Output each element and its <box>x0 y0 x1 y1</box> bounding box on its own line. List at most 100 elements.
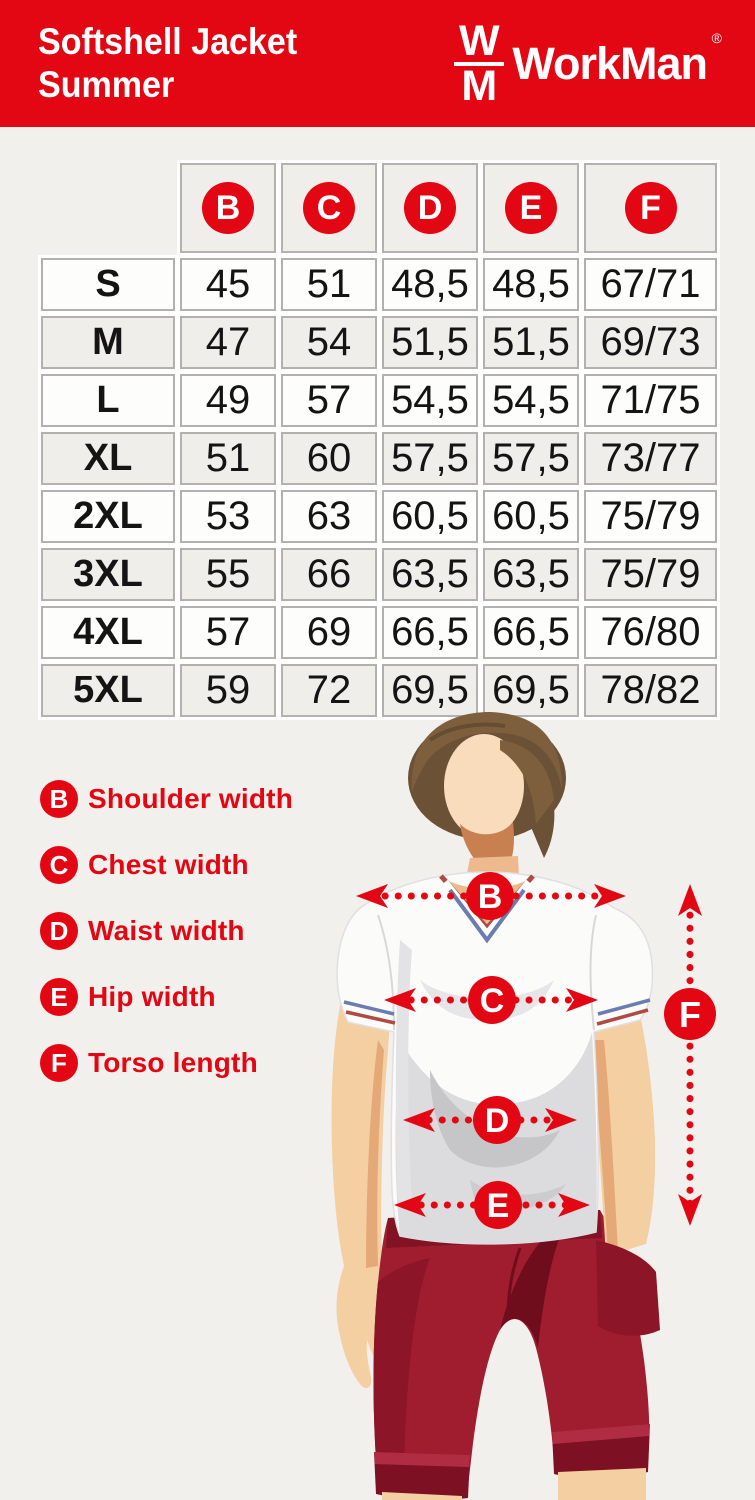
legend-badge-b: B <box>40 780 78 818</box>
neck-shadow <box>460 822 514 864</box>
legend-letter: F <box>51 1047 67 1078</box>
table-corner-blank <box>41 163 175 253</box>
size-label-m: M <box>41 316 175 369</box>
right-arm <box>584 958 656 1256</box>
marker-f-badge <box>664 988 716 1040</box>
cell-m-c: 54 <box>281 316 377 369</box>
marker-d-arrow-right <box>545 1108 577 1132</box>
cell-m-d: 51,5 <box>382 316 478 369</box>
pocket-flap <box>596 1240 660 1336</box>
column-letter: E <box>519 188 543 227</box>
column-header-c: C <box>281 163 377 253</box>
cell-s-e: 48,5 <box>483 258 579 311</box>
cell-4xl-c: 69 <box>281 606 377 659</box>
cell-2xl-f: 75/79 <box>584 490 717 543</box>
marker-b-arrow-right <box>594 884 626 908</box>
column-header-d: D <box>382 163 478 253</box>
face <box>444 734 524 838</box>
marker-e-letter: E <box>487 1187 510 1225</box>
cell-3xl-c: 66 <box>281 548 377 601</box>
monogram-divider-line <box>454 61 505 66</box>
marker-c-arrow-right <box>566 988 598 1012</box>
marker-f: F <box>664 884 716 1226</box>
brand-name-text: WorkMan <box>512 37 708 89</box>
hair-streak <box>428 722 506 742</box>
legend-badge-e: E <box>40 978 78 1016</box>
marker-f-arrow-down <box>678 1194 702 1226</box>
cell-m-e: 51,5 <box>483 316 579 369</box>
size-label-l: L <box>41 374 175 427</box>
marker-b-letter: B <box>478 878 503 916</box>
brand-name: WorkMan ® <box>512 30 722 90</box>
size-label-5xl: 5XL <box>41 664 175 717</box>
cell-2xl-c: 63 <box>281 490 377 543</box>
cell-2xl-e: 60,5 <box>483 490 579 543</box>
left-arm-shadow <box>366 1040 384 1268</box>
legend-item-torso: F Torso length <box>40 1044 293 1082</box>
marker-d-letter: D <box>485 1102 510 1140</box>
right-cuff-trim-red <box>596 1008 649 1026</box>
cell-3xl-d: 63,5 <box>382 548 478 601</box>
cell-xl-d: 57,5 <box>382 432 478 485</box>
shorts-fly-line <box>506 1247 522 1317</box>
marker-b: B <box>356 872 626 920</box>
size-table: B C D E F S 45 51 48,5 48,5 67/71 M 47 5… <box>41 163 717 717</box>
hair-fringe-right <box>500 740 554 824</box>
column-badge-b: B <box>202 182 254 234</box>
column-letter: D <box>417 188 443 227</box>
legend-item-shoulder: B Shoulder width <box>40 780 293 818</box>
product-title-line2: Summer <box>38 63 175 105</box>
cell-4xl-e: 66,5 <box>483 606 579 659</box>
marker-e-badge <box>474 1181 522 1229</box>
marker-c-arrow-left <box>384 988 416 1012</box>
right-cuff-highlight <box>552 1424 650 1444</box>
cell-xl-e: 57,5 <box>483 432 579 485</box>
marker-c-badge <box>468 976 516 1024</box>
legend-label: Waist width <box>88 915 245 946</box>
size-label-xl: XL <box>41 432 175 485</box>
right-sleeve-seam <box>589 914 597 1031</box>
cell-l-e: 54,5 <box>483 374 579 427</box>
cell-3xl-e: 63,5 <box>483 548 579 601</box>
legend-label: Hip width <box>88 981 216 1012</box>
cell-4xl-b: 57 <box>180 606 276 659</box>
marker-e: E <box>394 1181 590 1229</box>
man-right-arm <box>584 958 660 1336</box>
column-header-f: F <box>584 163 717 253</box>
left-cuff-trim-blue <box>343 1000 395 1016</box>
brand-logo: W M WorkMan ® <box>454 19 722 107</box>
cell-m-b: 47 <box>180 316 276 369</box>
right-arm-shadow <box>592 1040 618 1254</box>
marker-e-arrow-left <box>394 1193 426 1217</box>
cell-5xl-f: 78/82 <box>584 664 717 717</box>
legend-item-hip: E Hip width <box>40 978 293 1016</box>
column-badge-d: D <box>404 182 456 234</box>
right-cuff-trim-blue <box>597 998 651 1016</box>
size-label-2xl: 2XL <box>41 490 175 543</box>
cell-xl-b: 51 <box>180 432 276 485</box>
column-badge-c: C <box>303 182 355 234</box>
header-banner: Softshell Jacket Summer W M WorkMan ® <box>0 0 755 127</box>
cell-l-d: 54,5 <box>382 374 478 427</box>
cell-4xl-f: 76/80 <box>584 606 717 659</box>
marker-f-letter: F <box>679 994 701 1035</box>
cell-xl-f: 73/77 <box>584 432 717 485</box>
left-cuff-trim-red <box>345 1010 396 1025</box>
legend-letter: C <box>49 849 69 880</box>
cell-2xl-d: 60,5 <box>382 490 478 543</box>
column-badge-f: F <box>624 182 677 234</box>
cell-3xl-f: 75/79 <box>584 548 717 601</box>
legend-item-chest: C Chest width <box>40 846 293 884</box>
legend-label: Chest width <box>88 849 249 880</box>
cell-5xl-e: 69,5 <box>483 664 579 717</box>
shorts-crotch-shadow <box>500 1236 560 1348</box>
cell-5xl-b: 59 <box>180 664 276 717</box>
shorts-body <box>373 1210 650 1486</box>
man-shorts <box>373 1210 650 1500</box>
size-label-s: S <box>41 258 175 311</box>
size-label-4xl: 4XL <box>41 606 175 659</box>
marker-d-arrow-left <box>403 1108 435 1132</box>
registered-trademark-symbol: ® <box>711 29 722 46</box>
legend-badge-c: C <box>40 846 78 884</box>
